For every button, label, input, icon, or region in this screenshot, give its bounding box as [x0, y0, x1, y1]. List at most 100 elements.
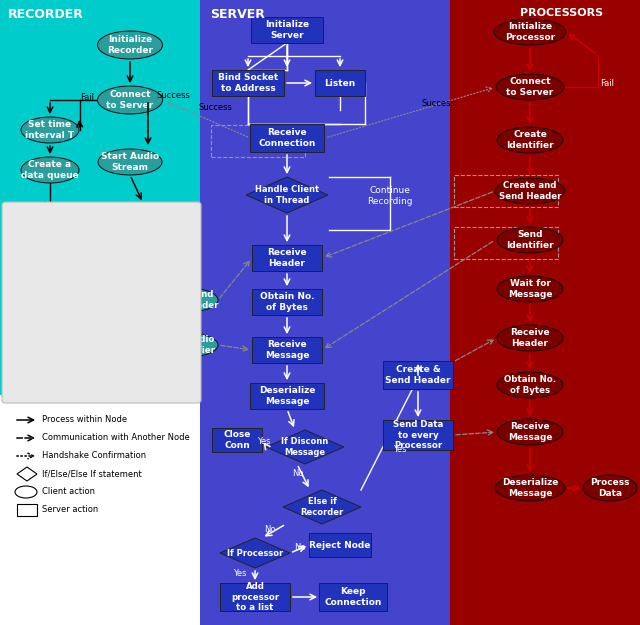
Text: Close
Conn: Close Conn	[223, 430, 251, 450]
Ellipse shape	[497, 276, 563, 302]
Text: No: No	[90, 208, 102, 216]
Ellipse shape	[156, 288, 218, 312]
Text: Communication with Another Node: Communication with Another Node	[42, 434, 189, 442]
Text: Fail: Fail	[80, 94, 94, 102]
Text: Put audio
chunk in
queue: Put audio chunk in queue	[120, 203, 166, 233]
Ellipse shape	[21, 117, 79, 143]
Ellipse shape	[97, 86, 163, 114]
Text: Obtain No.
of Bytes: Obtain No. of Bytes	[260, 292, 314, 312]
Text: Create &
Send Header: Create & Send Header	[385, 365, 451, 385]
Text: If/Else/Else If statement: If/Else/Else If statement	[42, 469, 141, 479]
Text: Continue
Recording: Continue Recording	[367, 186, 413, 206]
FancyBboxPatch shape	[220, 583, 290, 611]
Ellipse shape	[97, 31, 163, 59]
Text: Send
Identifier: Send Identifier	[506, 230, 554, 250]
Text: Initialize
Processor: Initialize Processor	[505, 22, 555, 42]
Text: No: No	[292, 469, 304, 479]
Text: Keep
Connection: Keep Connection	[324, 588, 381, 607]
Text: Yes: Yes	[233, 569, 247, 579]
Text: Create
Identifier: Create Identifier	[506, 130, 554, 150]
Text: Success: Success	[198, 104, 232, 112]
Bar	[0, 0, 200, 395]
Text: Create and
Send Header: Create and Send Header	[156, 290, 218, 310]
Text: Deserialize
Message: Deserialize Message	[502, 478, 558, 498]
Text: No: No	[264, 524, 276, 534]
FancyBboxPatch shape	[250, 124, 324, 152]
Text: Send Data
to every
Processor: Send Data to every Processor	[393, 420, 443, 450]
Text: SERVER: SERVER	[210, 8, 265, 21]
Text: Add
processor
to a list: Add processor to a list	[231, 582, 279, 612]
Ellipse shape	[98, 333, 156, 357]
Ellipse shape	[494, 19, 566, 45]
Text: Concat all
audio chunks: Concat all audio chunks	[20, 262, 84, 282]
Text: Create and
Send Header: Create and Send Header	[499, 181, 561, 201]
Ellipse shape	[497, 227, 563, 253]
Text: Start Audio
Stream: Start Audio Stream	[101, 152, 159, 172]
Text: Send audio
& Identifier: Send audio & Identifier	[159, 335, 215, 355]
Ellipse shape	[583, 475, 637, 501]
Text: Success: Success	[421, 99, 455, 107]
Bar	[0, 395, 200, 625]
Text: Reject Node: Reject Node	[309, 541, 371, 549]
FancyBboxPatch shape	[251, 17, 323, 43]
FancyBboxPatch shape	[252, 245, 322, 271]
Text: Handshake Confirmation: Handshake Confirmation	[42, 451, 146, 461]
Text: Handle Client
in Thread: Handle Client in Thread	[255, 185, 319, 205]
Text: PROCESSORS: PROCESSORS	[520, 8, 603, 18]
Text: Set time
interval T: Set time interval T	[26, 120, 75, 140]
Text: If Disconn
Message: If Disconn Message	[282, 438, 328, 457]
Text: Receive
Message: Receive Message	[508, 422, 552, 442]
Ellipse shape	[156, 333, 218, 357]
FancyBboxPatch shape	[212, 70, 284, 96]
Ellipse shape	[98, 149, 162, 175]
Ellipse shape	[495, 475, 565, 501]
Text: Connect
to Server: Connect to Server	[106, 90, 154, 110]
Ellipse shape	[21, 259, 83, 285]
Ellipse shape	[497, 325, 563, 351]
Text: Bind Socket
to Address: Bind Socket to Address	[218, 73, 278, 92]
FancyBboxPatch shape	[309, 533, 371, 557]
FancyBboxPatch shape	[250, 383, 324, 409]
Text: Compile
Data: Compile Data	[31, 316, 72, 336]
FancyBboxPatch shape	[315, 70, 365, 96]
Text: Process
Data: Process Data	[590, 478, 630, 498]
Text: Client action: Client action	[42, 488, 95, 496]
Polygon shape	[246, 177, 328, 213]
Text: Else if
Recorder: Else if Recorder	[300, 498, 344, 517]
Polygon shape	[283, 490, 361, 524]
FancyBboxPatch shape	[383, 361, 453, 389]
FancyBboxPatch shape	[252, 337, 322, 363]
Text: Obtain No.
of Bytes: Obtain No. of Bytes	[504, 375, 556, 395]
FancyBboxPatch shape	[2, 202, 201, 403]
Text: Initialize
Recorder: Initialize Recorder	[107, 35, 153, 55]
Text: Receive
Header: Receive Header	[267, 248, 307, 268]
Text: Receive
Connection: Receive Connection	[259, 128, 316, 148]
Text: Server action: Server action	[42, 506, 99, 514]
Bar	[17, 504, 37, 516]
Ellipse shape	[96, 288, 158, 312]
Bar	[200, 0, 455, 625]
Text: Yes: Yes	[31, 238, 45, 246]
Ellipse shape	[496, 74, 564, 100]
Text: RECORDER: RECORDER	[8, 8, 84, 21]
Text: Yes: Yes	[393, 446, 407, 454]
Polygon shape	[266, 430, 344, 464]
Text: Compute
No. of Bytes: Compute No. of Bytes	[97, 290, 157, 310]
Text: No: No	[294, 544, 306, 552]
Text: Initialize
Server: Initialize Server	[265, 20, 309, 40]
FancyBboxPatch shape	[212, 428, 262, 452]
Ellipse shape	[495, 178, 565, 204]
Text: Receive
Header: Receive Header	[510, 328, 550, 348]
Ellipse shape	[24, 313, 79, 339]
Polygon shape	[23, 205, 81, 231]
Ellipse shape	[21, 157, 79, 183]
Ellipse shape	[111, 203, 175, 233]
Polygon shape	[220, 538, 290, 568]
Text: Create a
data queue: Create a data queue	[21, 160, 79, 180]
Text: If Δt > T: If Δt > T	[31, 214, 73, 222]
Text: Success: Success	[156, 91, 190, 99]
Ellipse shape	[497, 419, 563, 445]
FancyBboxPatch shape	[383, 420, 453, 450]
Text: Listen: Listen	[324, 79, 356, 88]
Text: Deserialize
Message: Deserialize Message	[259, 386, 315, 406]
